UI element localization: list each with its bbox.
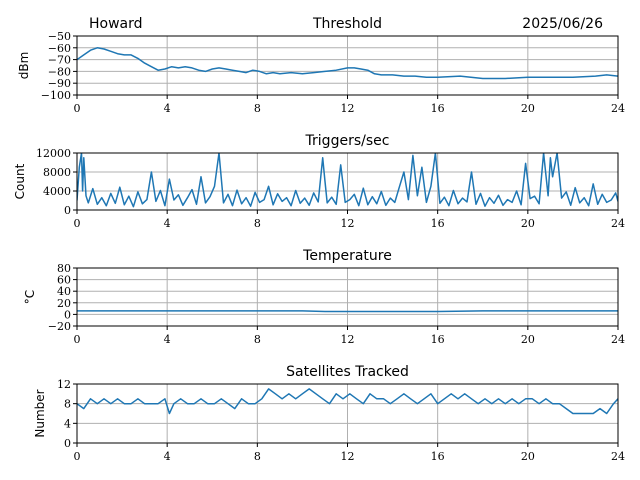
y-tick-label: −70	[48, 54, 71, 67]
triggers-title: Triggers/sec	[305, 133, 390, 149]
x-tick-label: 12	[341, 450, 355, 463]
y-tick-label: 8	[64, 398, 71, 411]
x-tick-label: 16	[431, 333, 445, 346]
x-tick-label: 24	[611, 102, 625, 115]
y-tick-label: −90	[48, 77, 71, 90]
triggers-series-line	[77, 153, 618, 208]
x-tick-label: 16	[431, 217, 445, 230]
threshold-ylabel: dBm	[17, 52, 31, 80]
y-tick-label: 20	[57, 297, 71, 310]
x-tick-label: 0	[74, 102, 81, 115]
y-tick-label: 4	[64, 417, 71, 430]
threshold-series-line	[77, 47, 618, 80]
x-tick-label: 24	[611, 450, 625, 463]
y-tick-label: 12000	[36, 147, 71, 160]
panel-triggers: 0 4 8 12 16 20 24 0 4000 8000 12000 Triggers/sec Cou…	[13, 133, 625, 230]
satellites-series-line	[77, 388, 618, 415]
chart-panels: 0 4 8 12 16 20 24 −100−90−80−70−60−50 Threshold d…	[13, 16, 625, 463]
y-tick-label: −80	[48, 65, 71, 78]
satellites-ylabel: Number	[33, 389, 47, 437]
y-tick-label: −100	[41, 89, 71, 102]
panel-threshold: 0 4 8 12 16 20 24 −100−90−80−70−60−50 Threshold d…	[17, 16, 625, 115]
y-tick-label: −20	[48, 320, 71, 333]
header-station-name: Howard	[89, 16, 143, 32]
y-tick-label: 80	[57, 262, 71, 275]
x-tick-label: 0	[74, 333, 81, 346]
x-tick-label: 0	[74, 450, 81, 463]
y-tick-label: −50	[48, 30, 71, 43]
x-tick-label: 20	[521, 450, 535, 463]
y-tick-label: 0	[64, 437, 71, 450]
triggers-ylabel: Count	[13, 163, 27, 199]
x-tick-label: 4	[164, 102, 171, 115]
x-tick-label: 16	[431, 102, 445, 115]
y-tick-label: 4000	[43, 185, 71, 198]
x-tick-label: 8	[254, 102, 261, 115]
x-tick-label: 4	[164, 333, 171, 346]
satellites-title: Satellites Tracked	[286, 364, 409, 380]
y-tick-label: 0	[64, 308, 71, 321]
x-tick-label: 0	[74, 217, 81, 230]
x-tick-label: 8	[254, 450, 261, 463]
x-tick-label: 20	[521, 102, 535, 115]
temperature-ylabel: °C	[23, 290, 37, 304]
x-tick-label: 24	[611, 333, 625, 346]
x-tick-label: 20	[521, 333, 535, 346]
x-tick-label: 8	[254, 333, 261, 346]
y-tick-label: 0	[64, 204, 71, 217]
y-tick-label: 12	[57, 378, 71, 391]
x-tick-label: 8	[254, 217, 261, 230]
header-date: 2025/06/26	[522, 16, 603, 32]
y-tick-label: 60	[57, 274, 71, 287]
y-tick-label: 40	[57, 285, 71, 298]
x-tick-label: 16	[431, 450, 445, 463]
x-tick-label: 4	[164, 217, 171, 230]
x-tick-label: 24	[611, 217, 625, 230]
x-tick-label: 12	[341, 102, 355, 115]
temperature-title: Temperature	[302, 248, 392, 264]
y-tick-label: 8000	[43, 166, 71, 179]
x-tick-label: 20	[521, 217, 535, 230]
x-tick-label: 4	[164, 450, 171, 463]
y-tick-label: −60	[48, 42, 71, 55]
threshold-title: Threshold	[312, 16, 382, 32]
temperature-series-line	[77, 310, 618, 313]
x-tick-label: 12	[341, 217, 355, 230]
panel-satellites: 0 4 8 12 16 20 24 0 4 8 12 Satellites Tracked Number	[33, 364, 625, 463]
x-tick-label: 12	[341, 333, 355, 346]
